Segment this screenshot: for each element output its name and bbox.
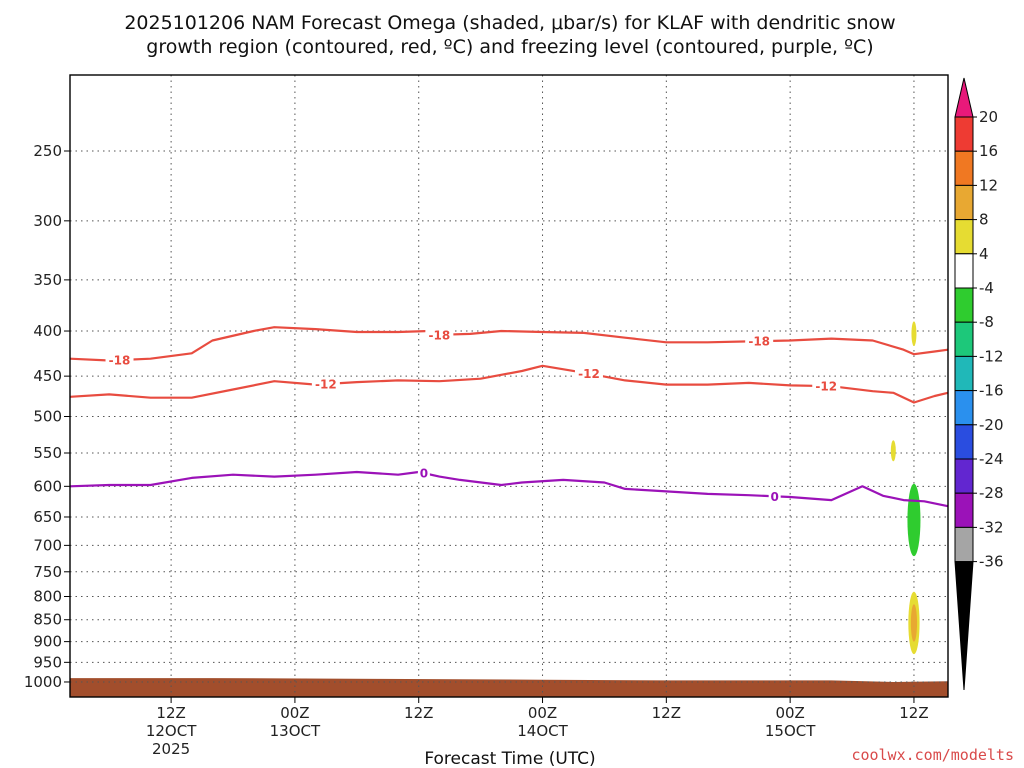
colorbar-label-7: -8 [979, 313, 994, 331]
x-tick-label-1-1: 00Z [280, 704, 309, 722]
contour-label-1-2: -18 [429, 328, 451, 342]
y-tick-label-550: 550 [33, 444, 62, 462]
colorbar-segment-10 [954, 424, 974, 460]
contour-label-bg-1-2 [425, 327, 454, 342]
colorbar-label-13: -32 [979, 518, 1004, 536]
pressure-gridlines [70, 75, 948, 697]
colorbar-bottom-arrow [954, 561, 974, 691]
y-tick-label-1000: 1000 [24, 673, 62, 691]
colorbar-segment-4 [954, 219, 974, 255]
x-axis-label: Forecast Time (UTC) [424, 749, 595, 768]
omega-blob-2 [890, 440, 896, 462]
contour-label-2-3: -12 [815, 380, 837, 394]
x-tick-label-0-1: 12Z [156, 704, 185, 722]
colorbar-label-1: 20 [979, 108, 998, 126]
colorbar-segment-2 [954, 150, 974, 186]
contour-label-bg-1-3 [745, 334, 774, 349]
colorbar-segment-6 [954, 287, 974, 323]
y-tick-label-950: 950 [33, 653, 62, 671]
terrain-surface [70, 678, 948, 697]
x-tick-label-3-1: 00Z [528, 704, 557, 722]
x-tick-label-1-2: 13OCT [270, 722, 321, 740]
colorbar-label-11: -24 [979, 450, 1004, 468]
colorbar-segment-11 [954, 458, 974, 494]
y-tick-label-350: 350 [33, 271, 62, 289]
contour-label-2-1: -12 [315, 377, 337, 391]
y-tick-label-700: 700 [33, 536, 62, 554]
colorbar-segment-7 [954, 321, 974, 357]
chart-title-line2: growth region (contoured, red, ºC) and f… [146, 36, 873, 58]
colorbar-label-8: -12 [979, 347, 1004, 365]
omega-blob-core-4 [910, 604, 918, 642]
y-tick-label-500: 500 [33, 407, 62, 425]
omega-blob-1 [911, 321, 917, 347]
x-tick-label-4-1: 12Z [652, 704, 681, 722]
x-tick-label-0-3: 2025 [152, 740, 190, 758]
y-tick-label-450: 450 [33, 367, 62, 385]
colorbar-segment-9 [954, 390, 974, 426]
y-tick-label-900: 900 [33, 633, 62, 651]
colorbar-label-2: 16 [979, 142, 998, 160]
colorbar-segment-3 [954, 184, 974, 221]
pressure-tick-labels: 250 300 350 400 450 500 550 600 650 700 750 800 850 9… [24, 142, 70, 691]
omega-blob-3 [907, 483, 921, 557]
colorbar-segment-12 [954, 492, 974, 528]
contour-label-bg-2-3 [812, 379, 841, 394]
y-tick-label-650: 650 [33, 508, 62, 526]
contour-label-bg-3-1 [417, 466, 430, 481]
y-tick-label-600: 600 [33, 477, 62, 495]
y-tick-label-850: 850 [33, 611, 62, 629]
chart-title-line1: 2025101206 NAM Forecast Omega (shaded, μ… [124, 12, 895, 34]
x-tick-label-3-2: 14OCT [517, 722, 568, 740]
contour-label-bg-1-1 [105, 353, 134, 368]
colorbar-label-3: 12 [979, 176, 998, 194]
contour-line-2 [69, 364, 949, 404]
contour-label-bg-2-2 [574, 366, 603, 381]
contour-label-3-2: 0 [770, 490, 778, 504]
colorbar-segment-13 [954, 526, 974, 563]
omega-shading-layer [890, 321, 921, 655]
contour-layer: -18 -18 -18 -12 -12 -12 0 0 [69, 326, 949, 508]
y-tick-label-750: 750 [33, 563, 62, 581]
contour-label-1-3: -18 [748, 335, 770, 349]
colorbar-segment-8 [954, 355, 974, 392]
colorbar-label-9: -16 [979, 382, 1004, 400]
y-tick-label-800: 800 [33, 588, 62, 606]
y-tick-label-300: 300 [33, 212, 62, 230]
colorbar-top-arrow [954, 77, 974, 118]
x-tick-label-5-1: 00Z [775, 704, 804, 722]
contour-label-bg-2-1 [311, 376, 340, 391]
colorbar-segment-1 [954, 116, 974, 152]
colorbar-label-4: 8 [979, 211, 989, 229]
contour-line-1 [69, 326, 949, 362]
terrain-layer [70, 678, 948, 697]
omega-colorbar: 20 16 12 8 4 -4 -8 -12 -16 -20 -24 -28 -32 -36 [954, 77, 1004, 691]
x-tick-label-5-2: 15OCT [765, 722, 816, 740]
contour-label-3-1: 0 [420, 467, 428, 481]
colorbar-segment-5 [954, 253, 974, 289]
colorbar-label-6: -4 [979, 279, 994, 297]
colorbar-label-12: -28 [979, 484, 1004, 502]
contour-label-1-1: -18 [109, 354, 131, 368]
plot-frame [69, 74, 949, 698]
colorbar-label-5: 4 [979, 245, 989, 263]
contour-label-bg-3-2 [768, 489, 781, 504]
colorbar-label-14: -36 [979, 553, 1004, 571]
x-tick-label-2-1: 12Z [404, 704, 433, 722]
contour-label-2-2: -12 [578, 367, 600, 381]
contour-line-3 [69, 470, 949, 508]
y-tick-label-250: 250 [33, 142, 62, 160]
x-tick-label-6-1: 12Z [899, 704, 928, 722]
y-tick-label-400: 400 [33, 322, 62, 340]
colorbar-label-10: -20 [979, 416, 1004, 434]
watermark: coolwx.com/modelts [851, 746, 1014, 764]
x-tick-label-0-2: 12OCT [146, 722, 197, 740]
